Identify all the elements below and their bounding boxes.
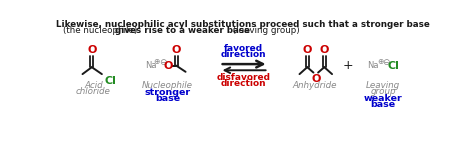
Text: stronger: stronger [145,88,191,97]
Text: (the nucleophile): (the nucleophile) [63,26,140,35]
Text: O: O [319,45,329,55]
Text: O: O [172,45,181,55]
Text: ⊕: ⊕ [377,57,383,66]
Text: Anhydride: Anhydride [293,81,337,90]
Text: base: base [371,100,396,109]
Text: Likewise, nucleophilic acyl substitutions proceed such that a stronger base: Likewise, nucleophilic acyl substitution… [56,20,430,29]
Text: +: + [343,59,354,72]
Text: Leaving: Leaving [366,81,400,90]
Text: O: O [311,74,320,84]
Text: Na: Na [145,61,156,70]
Text: weaker: weaker [364,94,402,103]
Text: Cl: Cl [104,76,116,86]
Text: base: base [155,94,180,103]
Text: ⊖: ⊖ [159,58,167,67]
Text: direction: direction [221,79,266,88]
Text: gives rise to a weaker base: gives rise to a weaker base [115,26,250,35]
Text: direction: direction [221,50,266,59]
Text: chloride: chloride [76,87,111,96]
Text: Acid: Acid [84,81,103,90]
Text: Cl: Cl [387,61,399,71]
Text: group: group [371,87,396,96]
Text: ⊕: ⊕ [154,57,160,66]
Text: O: O [164,61,173,71]
Text: ⊖: ⊖ [382,58,389,67]
Text: favored: favored [224,44,263,53]
Text: Nucleophile: Nucleophile [142,81,193,90]
Text: O: O [87,45,97,55]
Text: Na: Na [367,61,379,70]
Text: disfavored: disfavored [217,73,271,82]
Text: (leaving group): (leaving group) [230,26,300,35]
Text: O: O [302,45,312,55]
